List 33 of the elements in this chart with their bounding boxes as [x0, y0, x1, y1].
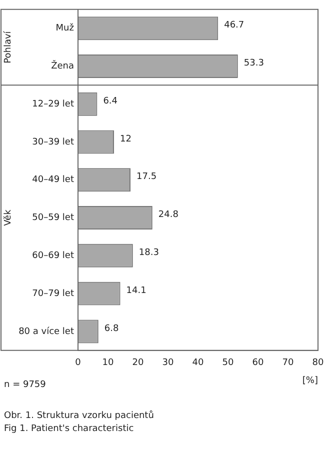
y-tick-label: 50–59 let: [32, 213, 74, 224]
y-tick-label: Muž: [56, 22, 74, 34]
y-tick-label: 80 a více let: [18, 326, 74, 337]
x-tick-label: 80: [312, 358, 324, 368]
caption: Fig 1. Patient's characteristic: [4, 424, 134, 434]
y-tick-label: Žena: [51, 60, 74, 72]
data-label: 17.5: [136, 172, 157, 182]
x-axis-title: [%]: [302, 376, 318, 386]
x-tick-label: 20: [132, 358, 144, 368]
data-label: 14.1: [126, 286, 146, 296]
x-tick-label: 30: [162, 358, 174, 368]
y-tick-label: 60–69 let: [32, 251, 74, 262]
text: Obr. 1. Struktura vzorku pacientů: [4, 411, 154, 421]
x-tick-label: 70: [282, 358, 294, 368]
x-tick-label: 0: [75, 358, 82, 368]
text: Pohlaví: [2, 30, 14, 64]
data-label: 24.8: [158, 210, 179, 220]
x-tick-label: 40: [192, 358, 204, 368]
x-tick-label: 60: [252, 358, 264, 368]
data-label: 53.3: [244, 58, 264, 69]
data-label: 12: [120, 134, 132, 144]
data-label: 18.3: [138, 248, 159, 258]
y-tick-label: 30–39 let: [32, 137, 74, 148]
data-label: 6.4: [103, 96, 118, 106]
text: n = 9759: [4, 380, 46, 390]
data-label: 6.8: [104, 324, 119, 334]
text: Věk: [2, 208, 14, 226]
y-tick-label: 12–29 let: [32, 99, 74, 110]
y-tick-label: 70–79 let: [32, 288, 74, 299]
data-label: 46.7: [224, 20, 244, 31]
x-tick-label: 10: [102, 358, 114, 368]
x-tick-label: 50: [222, 358, 234, 368]
y-tick-label: 40–49 let: [32, 175, 74, 186]
